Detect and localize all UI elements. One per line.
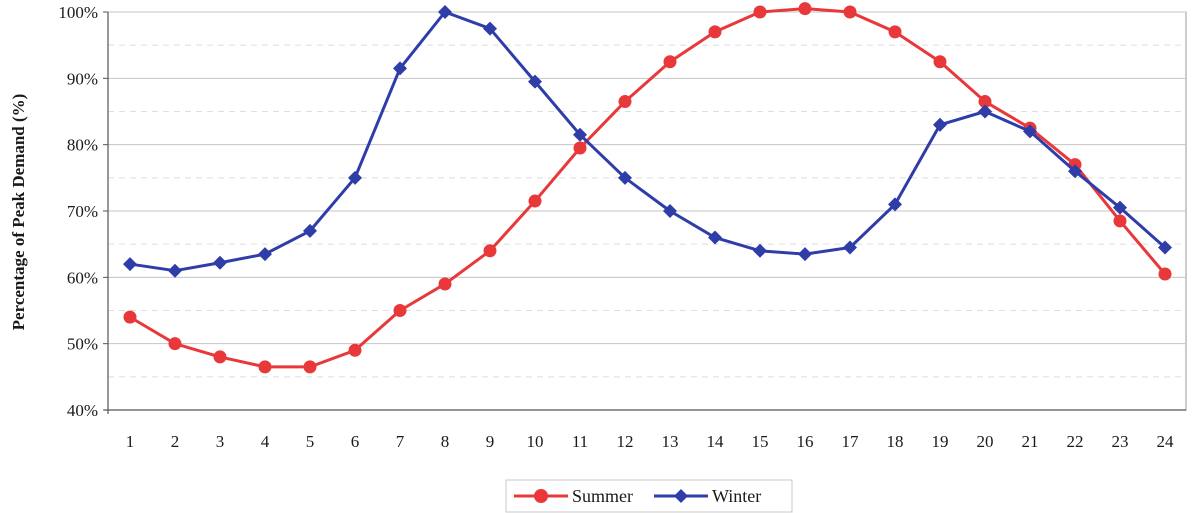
x-tick-label: 23 (1112, 432, 1129, 451)
legend-marker-winter (674, 489, 688, 503)
y-tick-label: 90% (67, 69, 98, 88)
data-point (1113, 214, 1127, 228)
data-point (483, 244, 497, 258)
x-tick-label: 8 (441, 432, 450, 451)
data-point (258, 360, 272, 374)
x-tick-label: 14 (707, 432, 725, 451)
data-point (303, 223, 317, 238)
y-tick-label: 50% (67, 335, 98, 354)
data-point (483, 21, 497, 36)
data-point (708, 230, 722, 245)
tick-labels: 40%50%60%70%80%90%100%1 2 3 4 5 6 7 8 9 10 11 12 13 1… (58, 3, 1174, 451)
x-tick-label: 13 (662, 432, 679, 451)
axes (103, 11, 1186, 414)
data-point (708, 25, 722, 39)
data-point (1158, 240, 1172, 255)
x-tick-label: 4 (261, 432, 270, 451)
data-point (393, 61, 407, 76)
series-line-summer (129, 7, 1167, 369)
data-point (798, 2, 812, 16)
data-point (618, 95, 632, 109)
data-point (573, 141, 587, 155)
x-tick-label: 22 (1067, 432, 1084, 451)
x-tick-label: 7 (396, 432, 405, 451)
data-point (438, 5, 452, 19)
x-tick-label: 20 (977, 432, 994, 451)
x-tick-label: 15 (752, 432, 769, 451)
x-tick-label: 3 (216, 432, 225, 451)
data-point (933, 55, 947, 69)
y-tick-label: 80% (67, 136, 98, 155)
data-point (1068, 164, 1082, 179)
legend-marker-summer (534, 489, 548, 503)
x-tick-label: 11 (572, 432, 588, 451)
data-point (888, 25, 902, 39)
data-point (888, 197, 902, 212)
data-point (438, 277, 452, 291)
data-point (168, 337, 182, 351)
x-tick-label: 5 (306, 432, 315, 451)
data-point (213, 255, 227, 270)
data-point (303, 360, 317, 374)
data-point (123, 257, 137, 272)
y-tick-label: 60% (67, 268, 98, 287)
x-tick-label: 21 (1022, 432, 1039, 451)
grid (107, 11, 1187, 411)
x-tick-label: 17 (842, 432, 860, 451)
x-tick-label: 9 (486, 432, 495, 451)
x-tick-label: 2 (171, 432, 180, 451)
data-point (753, 243, 767, 258)
legend-label-summer: Summer (572, 486, 633, 506)
x-tick-label: 6 (351, 432, 360, 451)
data-point (618, 170, 632, 185)
data-point (843, 240, 857, 255)
data-point (798, 247, 812, 262)
y-tick-label: 70% (67, 202, 98, 221)
series-layer (123, 2, 1172, 374)
x-tick-label: 1 (126, 432, 135, 451)
data-point (978, 104, 992, 119)
x-tick-label: 12 (617, 432, 634, 451)
data-point (528, 74, 542, 89)
data-point (573, 127, 587, 142)
data-point (348, 343, 362, 357)
data-point (123, 310, 137, 324)
data-point (528, 194, 542, 208)
series-winter (123, 5, 1172, 278)
data-point (663, 55, 677, 69)
y-tick-label: 40% (67, 401, 98, 420)
data-point (978, 95, 992, 109)
x-tick-label: 24 (1157, 432, 1175, 451)
x-tick-label: 16 (797, 432, 814, 451)
data-point (1113, 200, 1127, 215)
x-tick-label: 18 (887, 432, 904, 451)
data-point (213, 350, 227, 364)
x-tick-label: 10 (527, 432, 544, 451)
data-point (168, 263, 182, 278)
y-tick-label: 100% (58, 3, 98, 22)
legend-label-winter: Winter (712, 486, 761, 506)
data-point (663, 204, 677, 218)
data-point (348, 170, 362, 185)
data-point (753, 5, 767, 19)
series-line-winter (129, 10, 1166, 273)
legend: Summer Winter (505, 479, 793, 513)
x-tick-label: 19 (932, 432, 949, 451)
data-point (1023, 124, 1037, 139)
data-point (933, 117, 947, 132)
data-point (393, 304, 407, 317)
data-point (1158, 267, 1172, 281)
y-axis-title: Percentage of Peak Demand (%) (9, 94, 28, 331)
data-point (258, 247, 272, 262)
data-point (843, 5, 857, 19)
